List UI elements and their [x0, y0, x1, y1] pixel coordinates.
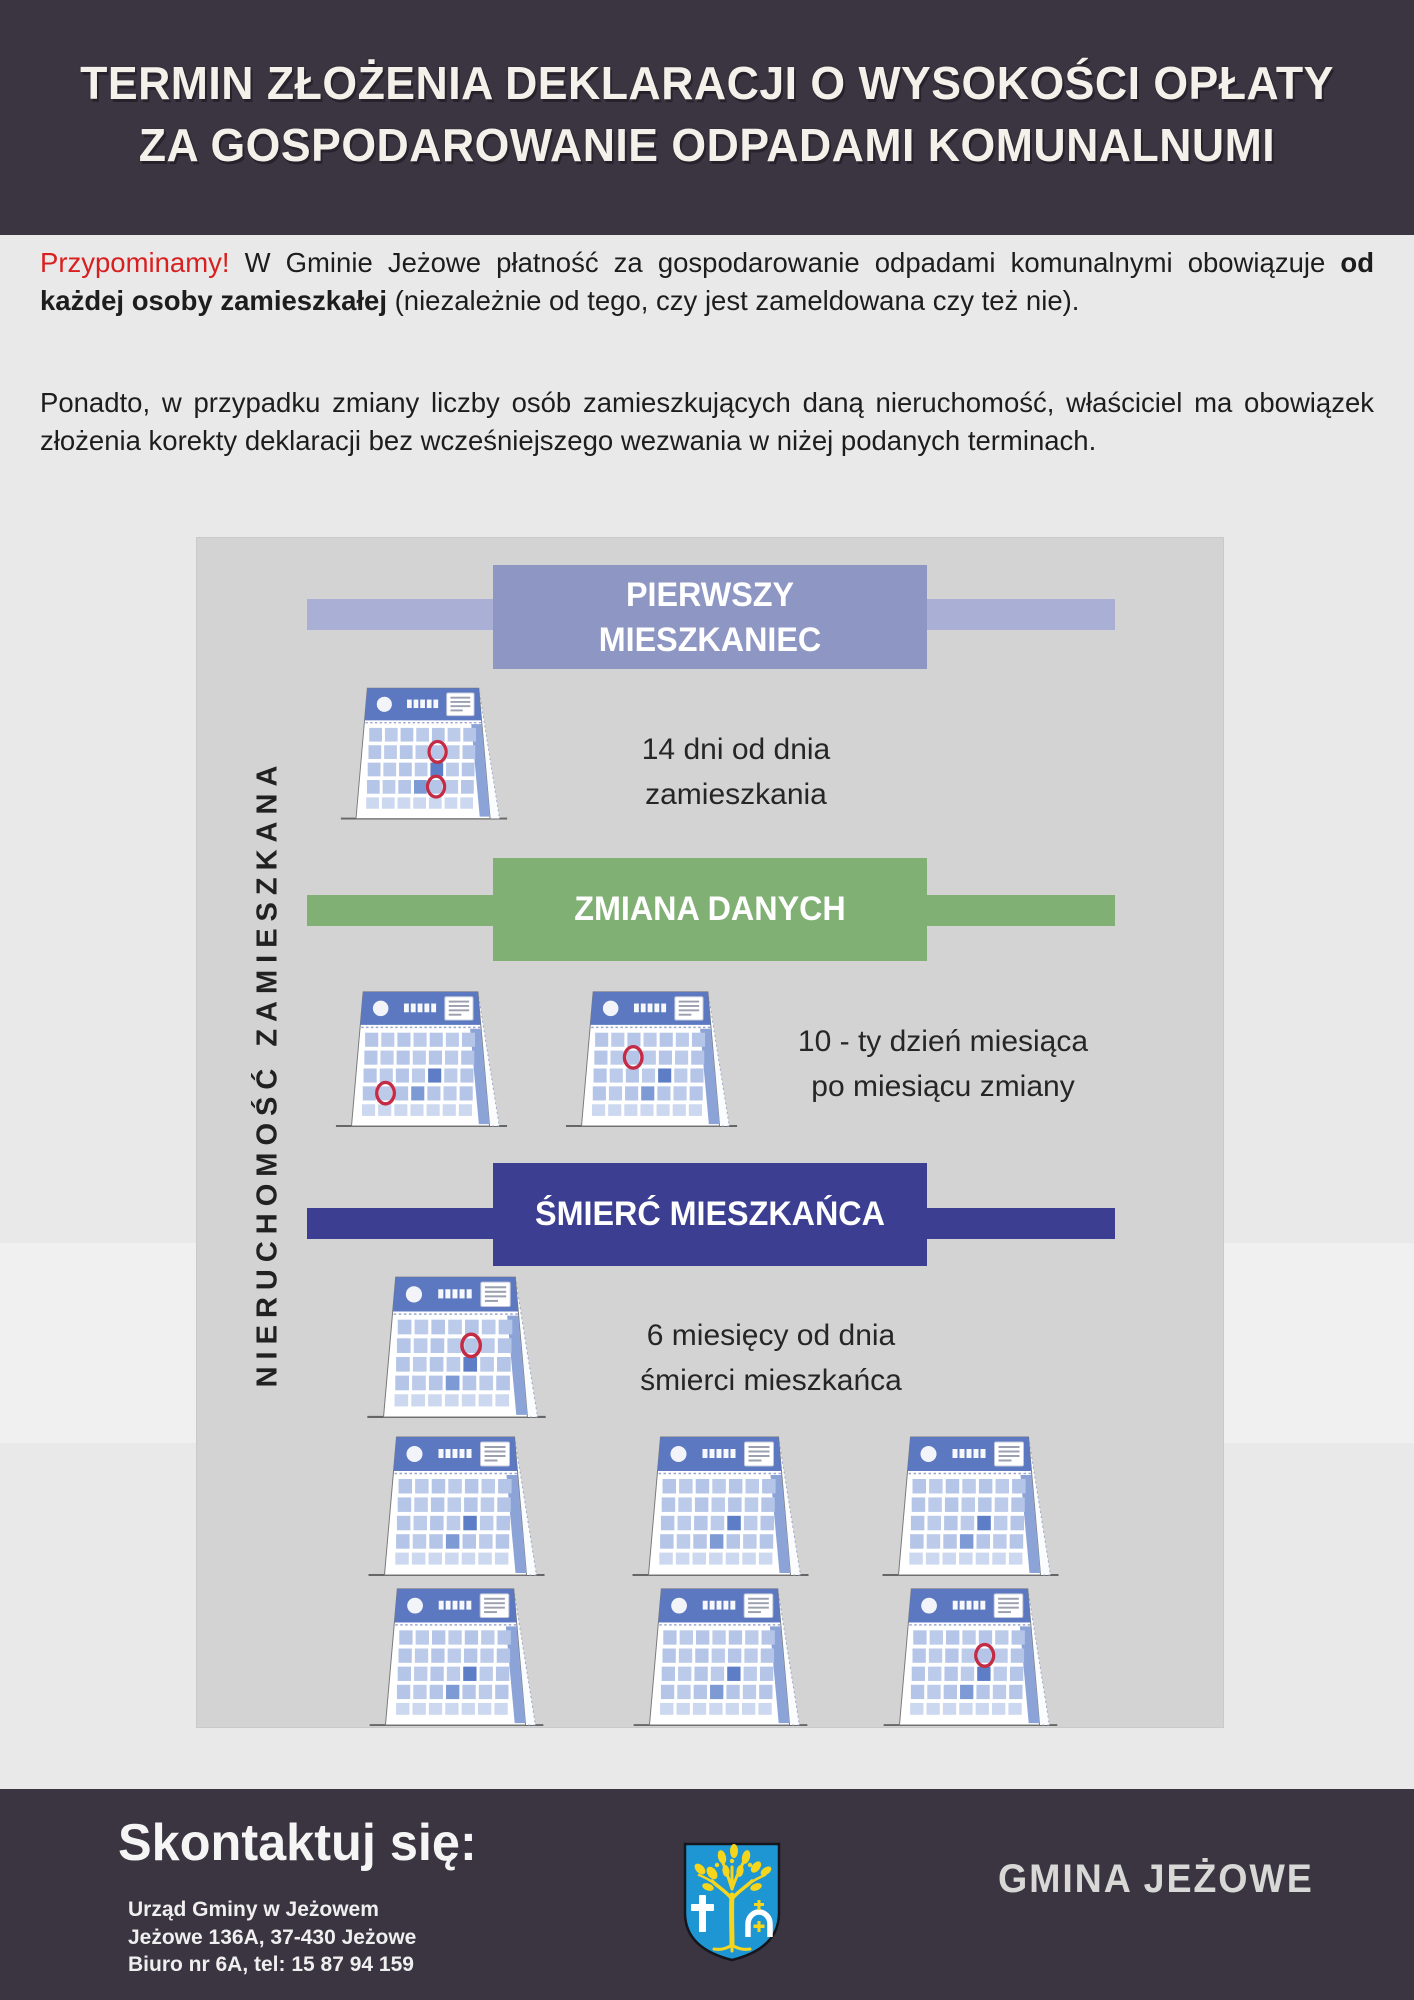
note-line: po miesiącu zmiany [811, 1070, 1075, 1103]
address-line-2: Jeżowe 136A, 37-430 Jeżowe [128, 1925, 417, 1949]
address-line-3: Biuro nr 6A, tel: 15 87 94 159 [128, 1953, 414, 1976]
page-title-line1: TERMIN ZŁOŻENIA DEKLARACJI O WYSOKOŚCI O… [80, 57, 1334, 109]
calendar-icon [359, 1429, 554, 1579]
ribbon-banner-change-label: ZMIANA DANYCH [574, 890, 846, 928]
section-change-note: 10 - ty dzień miesiąca po miesiącu zmian… [763, 1019, 1123, 1109]
ribbon-banner-first-label: PIERWSZY MIESZKANIEC [598, 576, 822, 659]
note-line: 14 dni od dnia [641, 733, 831, 766]
calendar-icon [623, 1581, 818, 1729]
contact-heading: Skontaktuj się: [118, 1814, 477, 1872]
coat-of-arms-icon [683, 1842, 781, 1962]
side-label-vertical: NIERUCHOMOŚĆ ZAMIESZKANA [251, 758, 284, 1388]
intro-p1-part1: W Gminie Jeżowe płatność za gospodarowan… [229, 247, 1341, 278]
ribbon-banner-death: ŚMIERĆ MIESZKAŃCA [493, 1163, 927, 1266]
note-line: śmierci mieszkańca [640, 1364, 902, 1397]
footer-band: Skontaktuj się: Urząd Gminy w Jeżowem Je… [0, 1789, 1414, 2000]
ribbon-banner-death-label: ŚMIERĆ MIESZKAŃCA [535, 1195, 885, 1233]
calendar-icon [359, 1581, 554, 1729]
note-line: 6 miesięcy od dnia [646, 1319, 896, 1352]
intro-p1-part2: (niezależnie od tego, czy jest zameldowa… [386, 285, 1080, 316]
ribbon-banner-first: PIERWSZY MIESZKANIEC [493, 565, 927, 669]
intro-p1-bold: od każdej osoby zamieszkałej [40, 247, 1374, 316]
calendar-icon [334, 983, 509, 1131]
ribbon-banner-change: ZMIANA DANYCH [493, 858, 927, 961]
calendar-icon [359, 1269, 554, 1421]
note-line: zamieszkania [645, 778, 827, 811]
intro-highlight: Przypominamy! [40, 247, 230, 278]
address-line-1: Urząd Gminy w Jeżowem [128, 1898, 379, 1921]
calendar-icon [873, 1581, 1068, 1729]
infographic-panel: NIERUCHOMOŚĆ ZAMIESZKANA PIERWSZY MIESZK… [196, 537, 1224, 1728]
calendar-icon [873, 1429, 1068, 1579]
calendar-icon [339, 679, 509, 824]
section-first-note: 14 dni od dnia zamieszkania [561, 727, 911, 817]
note-line: 10 - ty dzień miesiąca [797, 1025, 1089, 1058]
contact-address: Urząd Gminy w Jeżowem Jeżowe 136A, 37-43… [128, 1896, 416, 1979]
page-title-line2: ZA GOSPODAROWANIE ODPADAMI KOMUNALNUMI [138, 119, 1276, 171]
calendar-icon [623, 1429, 818, 1579]
intro-paragraph-2: Ponadto, w przypadku zmiany liczby osób … [40, 387, 1374, 456]
intro-paragraph-1: Przypominamy! W Gminie Jeżowe płatność z… [40, 244, 1374, 320]
calendar-icon [564, 983, 739, 1131]
page-title: TERMIN ZŁOŻENIA DEKLARACJI O WYSOKOŚCI O… [0, 52, 1414, 176]
section-death-note: 6 miesięcy od dnia śmierci mieszkańca [596, 1313, 946, 1403]
header-band: TERMIN ZŁOŻENIA DEKLARACJI O WYSOKOŚCI O… [0, 0, 1414, 235]
brand-name: GMINA JEŻOWE [998, 1857, 1314, 1901]
